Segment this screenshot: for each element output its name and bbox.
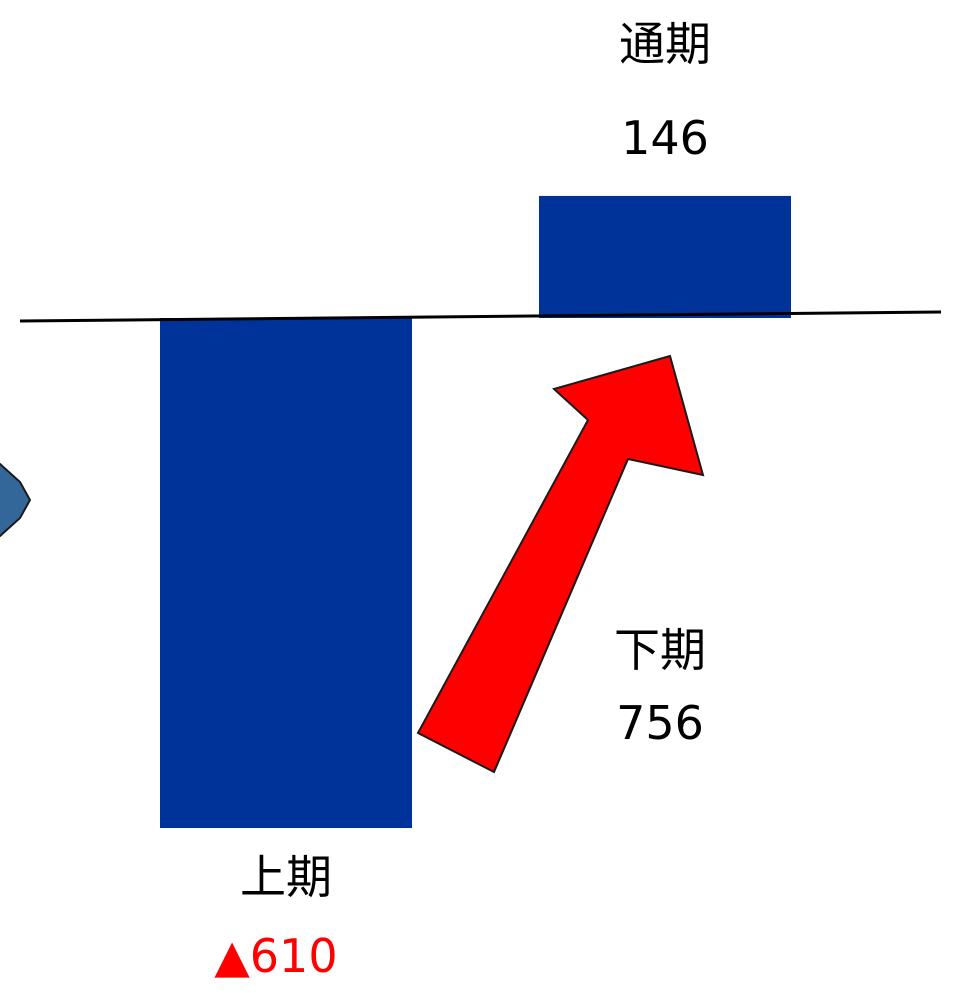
category-label-first-half: 上期 bbox=[240, 850, 332, 904]
partial-chevron-shape bbox=[0, 462, 32, 538]
data-label-full-year: 146 bbox=[621, 111, 709, 165]
bridge-label-second-half: 下期 bbox=[614, 623, 706, 677]
bars-layer bbox=[160, 195, 791, 829]
bridge-value-second-half: 756 bbox=[616, 696, 704, 750]
category-label-full-year: 通期 bbox=[619, 17, 711, 71]
bar-first-half bbox=[160, 318, 412, 829]
zero-baseline bbox=[19, 310, 942, 323]
increase-arrow bbox=[416, 354, 705, 774]
bar-full-year bbox=[539, 195, 791, 318]
data-label-first-half: ▲610 bbox=[214, 929, 337, 983]
